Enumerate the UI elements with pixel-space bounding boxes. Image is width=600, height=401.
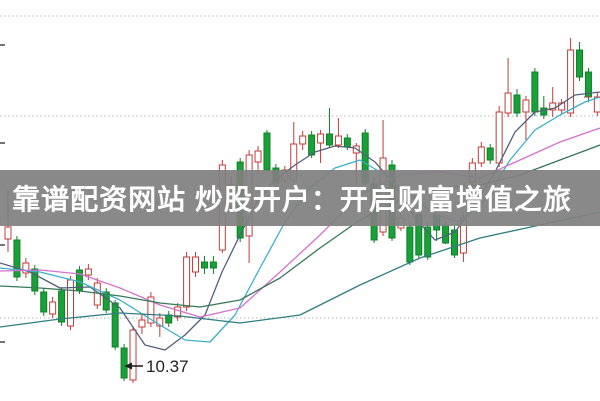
- axis-ticks: [0, 44, 5, 343]
- headline-text: 靠谱配资网站 炒股开户：开启财富增值之旅: [12, 184, 572, 215]
- ma-line-ma20: [0, 127, 600, 318]
- headline-banner: 靠谱配资网站 炒股开户：开启财富增值之旅: [0, 170, 600, 226]
- low-price-label: 10.37: [146, 357, 189, 376]
- ma-line-ma5: [0, 91, 600, 351]
- low-annotation: 10.37: [124, 357, 189, 376]
- ma-line-ma60: [0, 211, 600, 328]
